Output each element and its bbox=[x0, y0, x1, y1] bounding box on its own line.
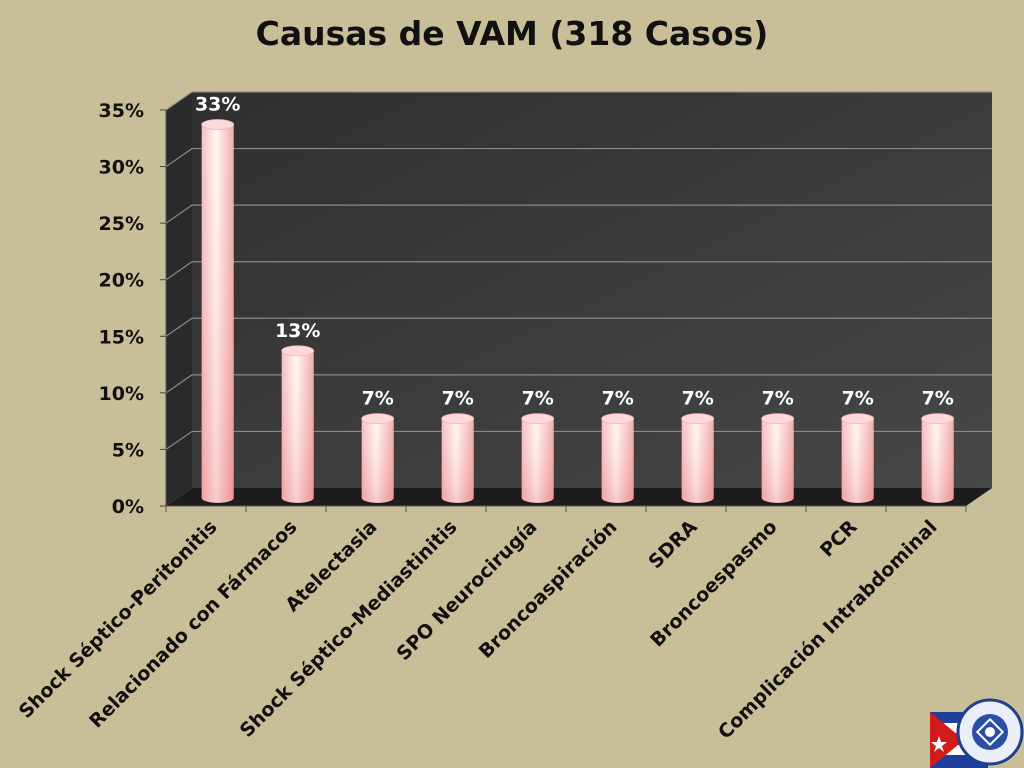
x-tick-label: SDRA bbox=[644, 516, 701, 573]
bar bbox=[761, 413, 795, 503]
bar-top bbox=[281, 345, 315, 357]
chart-title: Causas de VAM (318 Casos) bbox=[255, 14, 769, 53]
x-tick-label: SPO Neurocirugía bbox=[393, 516, 542, 665]
flag-triangle bbox=[930, 712, 964, 768]
gridline bbox=[165, 430, 992, 450]
bar bbox=[921, 413, 955, 503]
gridline bbox=[165, 204, 992, 224]
y-axis: 0% 5% 10% 15% 20% 25% 30% 35% bbox=[99, 100, 167, 518]
y-tick-label: 20% bbox=[99, 270, 144, 292]
x-tick-label: PCR bbox=[816, 516, 862, 562]
y-tick-label: 35% bbox=[99, 100, 144, 122]
bars bbox=[201, 119, 955, 503]
bar bbox=[281, 345, 315, 503]
bar bbox=[201, 119, 235, 503]
bar-top bbox=[921, 413, 955, 425]
data-label: 13% bbox=[275, 320, 320, 342]
data-label: 7% bbox=[522, 388, 554, 410]
seal-dot bbox=[985, 727, 995, 737]
data-label: 7% bbox=[762, 388, 794, 410]
y-tick-label: 30% bbox=[99, 157, 144, 179]
gridlines bbox=[165, 91, 992, 450]
bar-top bbox=[841, 413, 875, 425]
data-label: 7% bbox=[442, 388, 474, 410]
bar-shade bbox=[681, 418, 714, 503]
y-tick-label: 10% bbox=[99, 383, 144, 405]
bar bbox=[601, 413, 635, 503]
gridline bbox=[165, 147, 992, 168]
y-tick-label: 0% bbox=[112, 496, 144, 518]
y-tick-label: 5% bbox=[112, 439, 144, 461]
y-tick-label: 25% bbox=[99, 213, 144, 235]
bar bbox=[841, 413, 875, 503]
bar bbox=[681, 413, 715, 503]
bar-shade bbox=[601, 418, 634, 503]
bar-top bbox=[521, 413, 555, 425]
seal-emblem bbox=[975, 717, 1005, 747]
bar-top bbox=[681, 413, 715, 425]
data-labels: 33% 13% 7% 7% 7% 7% 7% 7% 7% 7% bbox=[195, 94, 954, 410]
bar-shade bbox=[841, 418, 874, 503]
bar-shade bbox=[521, 418, 554, 503]
bar-shade bbox=[281, 350, 314, 503]
bar-top bbox=[201, 119, 235, 130]
cuban-flag-emblem-icon bbox=[930, 698, 1024, 768]
bar bbox=[521, 413, 555, 503]
gridline bbox=[165, 91, 992, 111]
data-label: 33% bbox=[195, 94, 240, 116]
bar-top bbox=[441, 413, 475, 425]
star-icon bbox=[931, 736, 947, 752]
gridline bbox=[165, 317, 992, 337]
y-tick-label: 15% bbox=[99, 326, 144, 348]
gridline bbox=[165, 374, 992, 394]
data-label: 7% bbox=[682, 388, 714, 410]
bar bbox=[441, 413, 475, 503]
bar-shade bbox=[361, 418, 394, 503]
gridline bbox=[165, 261, 992, 281]
bar-shade bbox=[201, 124, 234, 503]
data-label: 7% bbox=[842, 388, 874, 410]
back-wall bbox=[192, 92, 992, 488]
bar-top bbox=[601, 413, 635, 425]
flag-stripe bbox=[930, 745, 988, 755]
bar-shade bbox=[921, 418, 954, 503]
bar bbox=[361, 413, 395, 503]
bar-top bbox=[361, 413, 395, 425]
bar-top bbox=[761, 413, 795, 425]
society-logo bbox=[930, 698, 1024, 768]
bar-shade bbox=[441, 418, 474, 503]
data-label: 7% bbox=[362, 388, 394, 410]
plot-background bbox=[166, 92, 992, 506]
bar-shade bbox=[761, 418, 794, 503]
x-tick-label: Broncoaspiración bbox=[475, 516, 622, 663]
side-wall bbox=[166, 92, 192, 506]
data-label: 7% bbox=[602, 388, 634, 410]
data-label: 7% bbox=[922, 388, 954, 410]
